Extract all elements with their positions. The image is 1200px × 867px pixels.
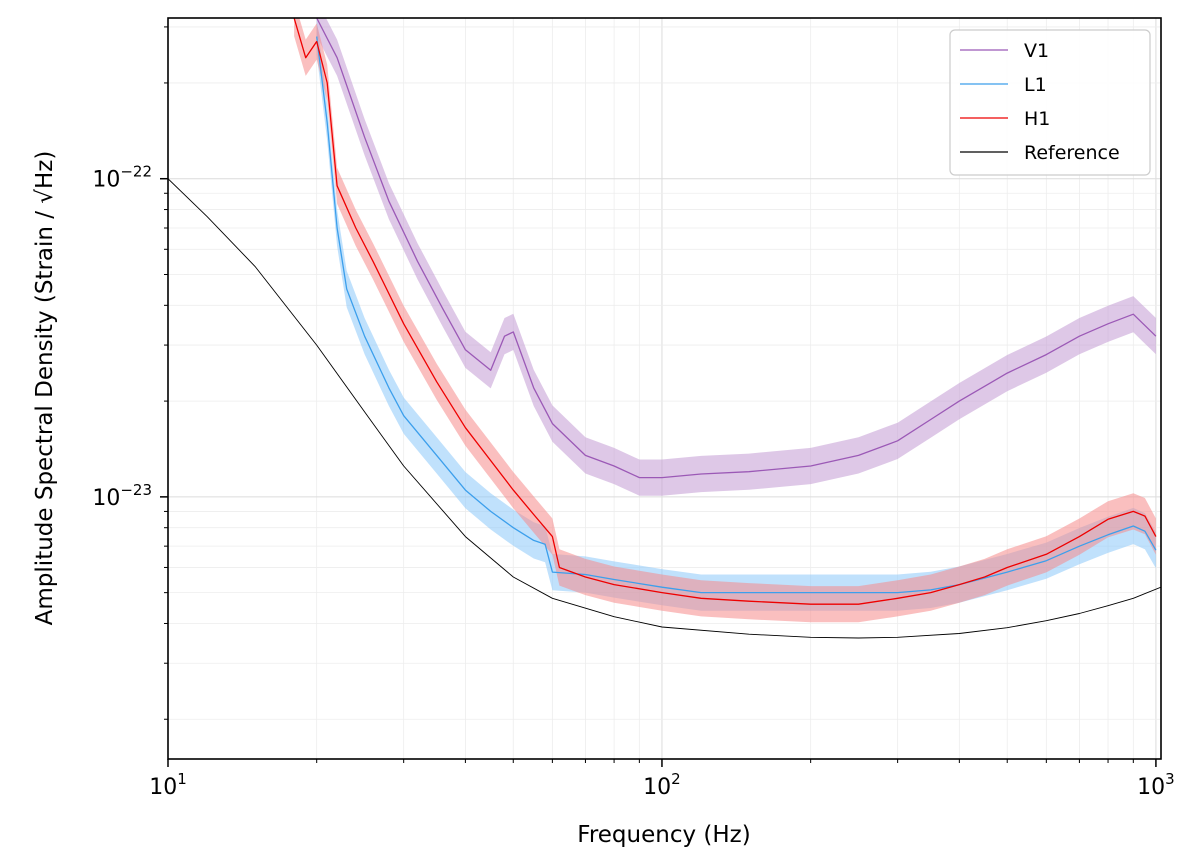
v1-uncertainty-band [316,18,1156,496]
legend: V1 L1 H1 Reference [949,29,1151,176]
legend-label-reference: Reference [1024,142,1120,164]
legend-label-v1: V1 [1024,40,1049,62]
plot-frame [167,17,1162,760]
h1-series-line [293,18,1157,605]
x-tick-label: 102 [643,770,681,800]
legend-label-h1: H1 [1024,108,1050,130]
legend-label-l1: L1 [1024,74,1047,96]
series-lines [168,18,1161,639]
legend-box [949,29,1151,176]
v1-series-line [316,18,1157,479]
l1-series-line [316,36,1157,594]
h1-uncertainty-band [294,18,1156,623]
y-axis-title: Amplitude Spectral Density (Strain / √Hz… [32,151,58,626]
y-tick-label: 10−23 [92,481,152,511]
x-tick-label: 103 [1137,770,1175,800]
y-tick-label: 10−22 [92,163,152,193]
x-axis-title: Frequency (Hz) [577,822,750,848]
uncertainty-bands [294,18,1156,623]
grid [167,18,1161,759]
reference-series-line [168,178,1161,639]
axis-ticks: 101 102 103 10−23 10−22 [92,26,1175,800]
x-tick-label: 101 [149,770,187,800]
